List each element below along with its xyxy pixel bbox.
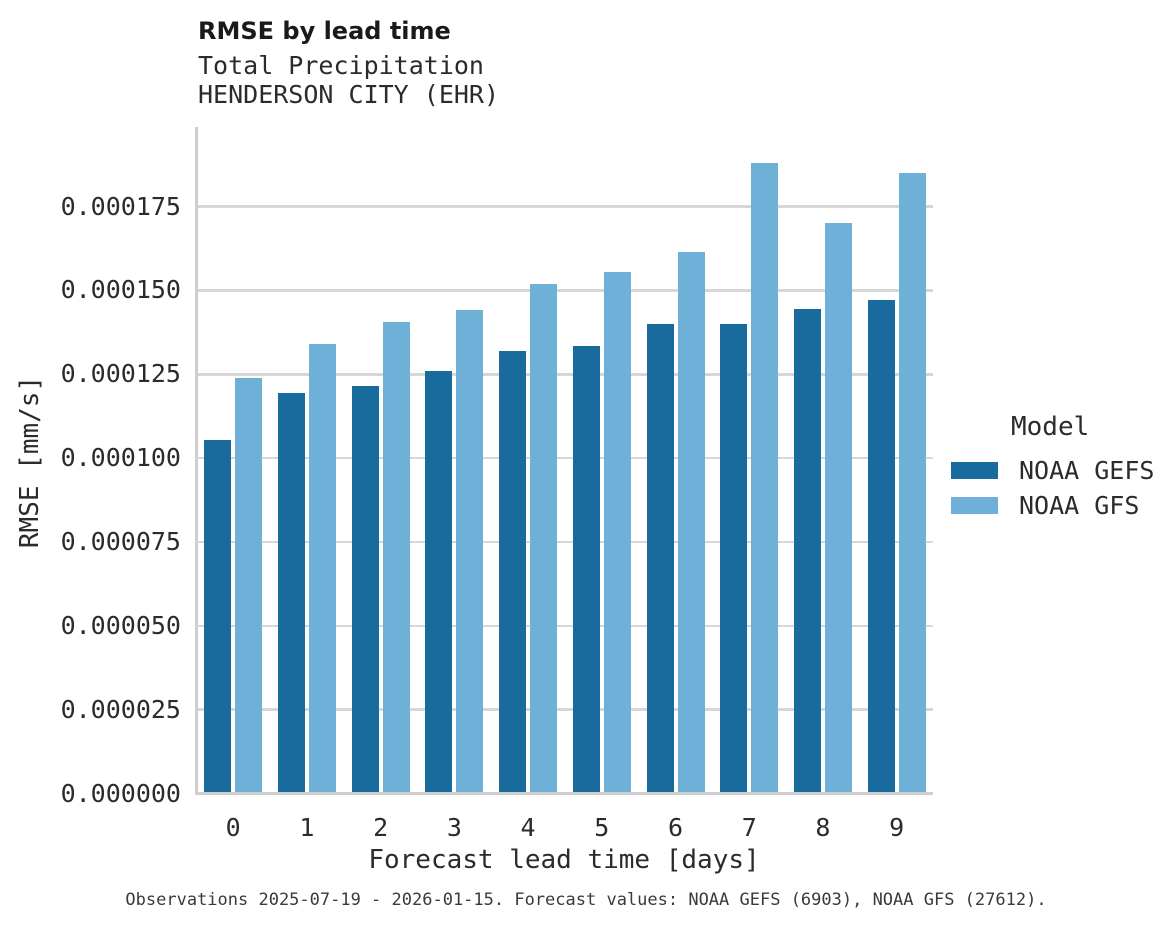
bar-noaa-gfs-day2 — [382, 322, 410, 794]
y-gridline — [196, 624, 933, 628]
bar-noaa-gefs-day2 — [351, 385, 379, 794]
y-gridline — [196, 289, 933, 292]
y-tick-label: 0.000050 — [60, 610, 181, 640]
x-axis-title: Forecast lead time [days] — [368, 845, 760, 875]
legend-entries: NOAA GEFS NOAA GFS — [951, 453, 1154, 523]
bar-noaa-gefs-day8 — [793, 308, 821, 794]
legend-title: Model — [1011, 412, 1090, 442]
chart-title: RMSE by lead time — [198, 17, 451, 45]
bar-noaa-gfs-day3 — [456, 310, 484, 794]
y-axis-title: RMSE [mm/s] — [15, 375, 45, 549]
legend-entry-noaa-gefs: NOAA GEFS — [951, 453, 1154, 488]
x-tick-label: 6 — [667, 813, 684, 842]
y-tick-label: 0.000025 — [60, 694, 181, 724]
bar-noaa-gfs-day0 — [235, 377, 263, 794]
chart-subtitle-station: HENDERSON CITY (EHR) — [198, 80, 500, 109]
y-gridline — [196, 373, 933, 376]
bar-noaa-gefs-day3 — [425, 370, 453, 794]
legend-swatch-noaa-gefs — [951, 462, 998, 479]
x-axis-spine — [195, 792, 933, 795]
y-gridline — [196, 205, 933, 208]
footer-caption: Observations 2025-07-19 - 2026-01-15. Fo… — [125, 890, 1047, 910]
y-axis-spine — [195, 127, 198, 794]
y-tick-label: 0.000075 — [60, 526, 181, 556]
y-tick-label: 0.000100 — [60, 443, 181, 473]
bar-noaa-gefs-day9 — [867, 300, 895, 794]
x-tick-label: 1 — [299, 813, 315, 842]
bar-noaa-gfs-day6 — [677, 251, 705, 794]
x-tick-label: 7 — [741, 813, 757, 842]
bar-noaa-gfs-day4 — [530, 283, 558, 794]
bar-noaa-gefs-day1 — [277, 392, 305, 794]
bar-noaa-gefs-day4 — [499, 350, 527, 794]
bar-noaa-gfs-day1 — [308, 344, 336, 794]
bar-noaa-gefs-day5 — [572, 345, 600, 794]
y-tick-label: 0.000150 — [60, 275, 181, 305]
x-tick-label: 8 — [815, 813, 831, 842]
legend-label: NOAA GFS — [1019, 491, 1140, 520]
x-tick-label: 4 — [520, 813, 536, 842]
x-tick-label: 5 — [594, 813, 610, 842]
legend: Model NOAA GEFS NOAA GFS — [951, 412, 1154, 523]
x-tick-label: 9 — [889, 813, 905, 842]
y-tick-label: 0.000000 — [60, 778, 181, 808]
y-gridline — [196, 540, 933, 544]
y-gridline — [196, 456, 933, 460]
bar-noaa-gfs-day5 — [603, 271, 631, 794]
chart-subtitle-variable: Total Precipitation — [198, 51, 484, 80]
x-tick-label: 3 — [446, 813, 462, 842]
bar-noaa-gefs-day0 — [204, 439, 232, 794]
legend-label: NOAA GEFS — [1019, 456, 1155, 485]
y-tick-label: 0.000175 — [60, 191, 181, 221]
x-tick-label: 2 — [373, 813, 389, 842]
bar-noaa-gefs-day6 — [646, 323, 674, 794]
bar-noaa-gfs-day8 — [824, 223, 852, 794]
y-tick-label: 0.000125 — [60, 359, 181, 389]
bar-noaa-gfs-day7 — [751, 162, 779, 794]
bar-noaa-gfs-day9 — [898, 172, 926, 794]
bar-noaa-gefs-day7 — [720, 323, 748, 794]
legend-entry-noaa-gfs: NOAA GFS — [951, 488, 1154, 523]
x-tick-label: 0 — [225, 813, 241, 842]
legend-swatch-noaa-gfs — [951, 497, 998, 514]
y-gridline — [196, 708, 933, 711]
